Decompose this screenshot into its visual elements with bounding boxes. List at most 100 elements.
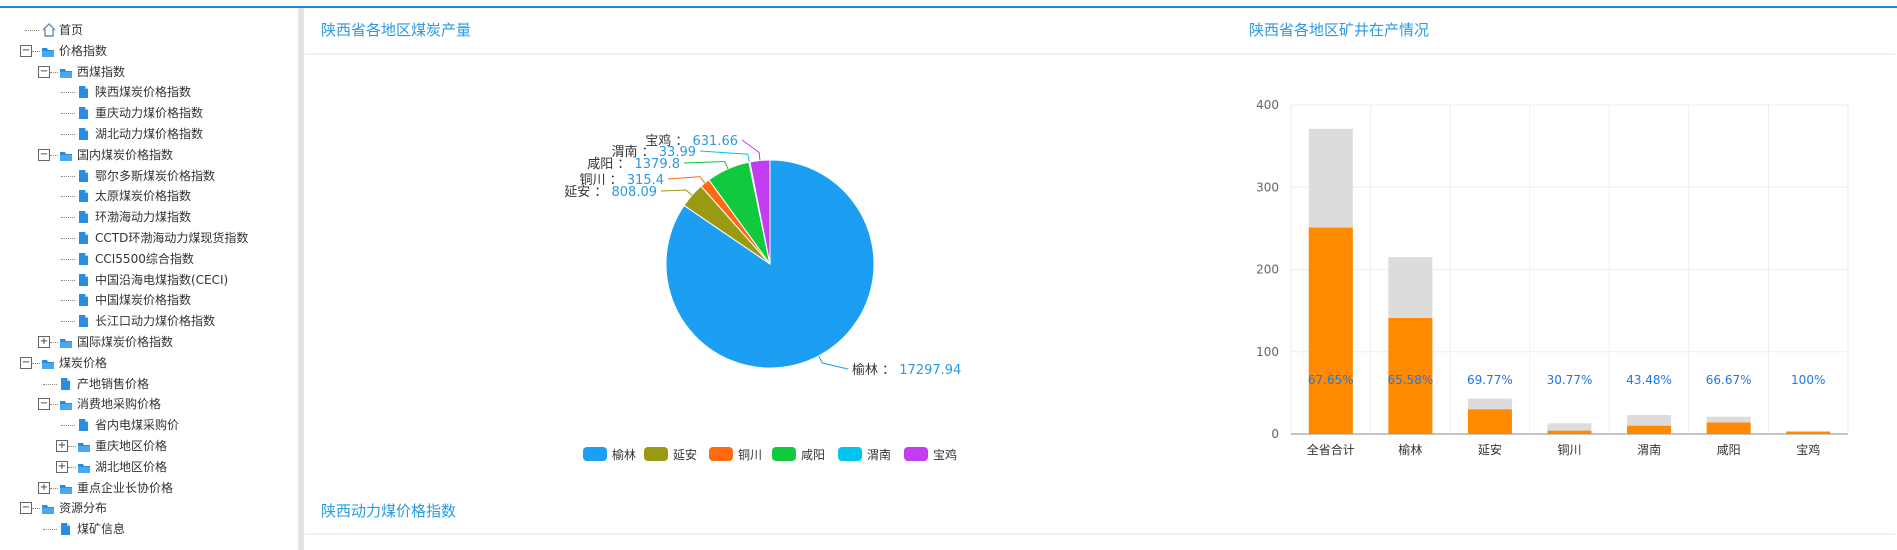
panel-title: 陕西省各地区煤炭产量 — [321, 21, 471, 39]
label-part: ： — [671, 134, 688, 149]
tree-label[interactable]: 重点企业长协价格 — [77, 480, 174, 495]
icon — [42, 359, 54, 369]
label-part: 咸阳 — [587, 157, 613, 172]
bar — [1467, 409, 1512, 434]
tree-label[interactable]: 重庆动力煤价格指数 — [95, 106, 204, 121]
tree-label[interactable]: 产地销售价格 — [77, 376, 150, 391]
legend-label: 渭南 — [867, 447, 891, 462]
tree-label[interactable]: 资源分布 — [59, 501, 108, 516]
pie-label: 榆林 ： 17297.94 — [852, 363, 961, 378]
x-tick-label: 渭南 — [1637, 442, 1661, 457]
tree-toggle[interactable]: − — [20, 356, 32, 369]
legend-swatch — [709, 447, 733, 461]
tree-label[interactable]: 价格指数 — [59, 43, 108, 58]
label-part: 808.09 — [607, 185, 657, 200]
tree-label[interactable]: 湖北动力煤价格指数 — [95, 127, 204, 141]
tree-label[interactable]: 陕西煤炭价格指数 — [95, 85, 192, 100]
tree-toggle[interactable]: + — [38, 481, 50, 494]
pie-label: 铜川 ： 315.4 — [579, 173, 664, 188]
tree-connector — [43, 383, 57, 385]
tree-label[interactable]: 太原煤炭价格指数 — [95, 189, 192, 204]
pie-label: 延安 ： 808.09 — [564, 185, 657, 200]
icon — [42, 47, 54, 57]
tree-connector — [50, 71, 58, 73]
tree-label[interactable]: 西煤指数 — [77, 64, 126, 79]
legend-swatch — [838, 447, 862, 461]
tree-label[interactable]: 重庆地区价格 — [95, 439, 168, 453]
tree-toggle[interactable]: − — [38, 65, 50, 78]
icon — [79, 211, 88, 224]
tree-label[interactable]: 中国沿海电煤指数(CECI) — [95, 272, 229, 287]
icon — [78, 443, 90, 452]
tree-label[interactable]: 首页 — [59, 23, 84, 37]
tree-icon — [77, 169, 93, 183]
tree-label[interactable]: 长江口动力煤价格指数 — [95, 314, 216, 329]
tree-icon — [77, 85, 93, 99]
tree-label[interactable]: 消费地采购价格 — [77, 397, 162, 412]
tree-icon — [77, 127, 93, 141]
tree-connector — [43, 529, 57, 531]
icon — [79, 169, 88, 182]
tree-icon — [41, 23, 57, 37]
nav-tree: 首页 − 价格指数 − 西煤指数 陕西煤炭价格指数 重庆动力煤价格指数 湖北动力煤价格指数 − 国… — [0, 8, 297, 550]
tree-connector — [50, 404, 58, 406]
tree-connector — [61, 175, 75, 177]
tree-icon — [41, 356, 57, 370]
rate-label: 66.67% — [1706, 373, 1752, 387]
tree-connector — [25, 30, 39, 31]
tree-connector — [61, 279, 75, 281]
bar — [1547, 430, 1592, 434]
tree-label[interactable]: 国内煤炭价格指数 — [77, 147, 174, 162]
icon — [79, 252, 88, 265]
rate-label: 67.65% — [1308, 373, 1354, 387]
splitter — [298, 8, 304, 550]
tree-label[interactable]: 国际煤炭价格指数 — [77, 335, 174, 349]
tree-connector — [61, 196, 75, 198]
tree-label[interactable]: CCI5500综合指数 — [95, 251, 194, 266]
legend-label: 宝鸡 — [933, 447, 957, 462]
icon — [60, 151, 72, 161]
tree-connector — [61, 217, 75, 219]
tree-icon — [59, 148, 75, 162]
rate-label: 43.48% — [1626, 373, 1672, 387]
label-part: ： — [606, 173, 623, 188]
tree-toggle[interactable]: − — [38, 148, 50, 161]
y-tick-label: 200 — [1256, 263, 1279, 277]
x-tick-label: 铜川 — [1557, 442, 1581, 457]
tree-icon — [59, 397, 75, 411]
tree-toggle[interactable]: + — [38, 336, 50, 348]
x-tick-label: 榆林 — [1398, 442, 1422, 457]
tree-toggle[interactable]: − — [38, 398, 50, 411]
icon — [60, 484, 72, 494]
tree-icon — [59, 481, 75, 495]
tree-connector — [61, 92, 75, 94]
tree-label[interactable]: 环渤海动力煤指数 — [95, 210, 192, 225]
tree-toggle[interactable]: + — [56, 440, 68, 452]
rate-label: 100% — [1791, 373, 1825, 387]
icon — [60, 339, 72, 348]
tree-label[interactable]: 省内电煤采购价 — [95, 418, 180, 433]
tree-toggle[interactable]: − — [20, 44, 32, 57]
tree-connector — [61, 134, 75, 135]
tree-label[interactable]: CCTD环渤海动力煤现货指数 — [95, 231, 249, 245]
label-part: 铜川 — [579, 173, 605, 188]
tree-toggle[interactable]: + — [56, 460, 68, 473]
tree-icon — [77, 210, 93, 224]
label-part: ： — [638, 145, 655, 160]
tree-label[interactable]: 煤矿信息 — [77, 522, 126, 537]
legend-swatch — [583, 447, 607, 461]
bar — [1706, 422, 1751, 434]
legend-swatch — [904, 447, 928, 461]
tree-label[interactable]: 湖北地区价格 — [95, 459, 168, 474]
bar — [1547, 423, 1592, 434]
x-tick-label: 全省合计 — [1307, 442, 1355, 457]
label-part: 延安 — [564, 185, 590, 200]
tree-connector — [50, 342, 58, 343]
tree-toggle[interactable]: − — [20, 502, 32, 515]
tree-connector — [61, 113, 75, 115]
legend-label: 榆林 — [612, 447, 636, 462]
legend-swatch — [772, 447, 796, 461]
tree-label[interactable]: 煤炭价格 — [59, 355, 108, 370]
tree-label[interactable]: 鄂尔多斯煤炭价格指数 — [95, 168, 216, 183]
tree-label[interactable]: 中国煤炭价格指数 — [95, 293, 192, 308]
